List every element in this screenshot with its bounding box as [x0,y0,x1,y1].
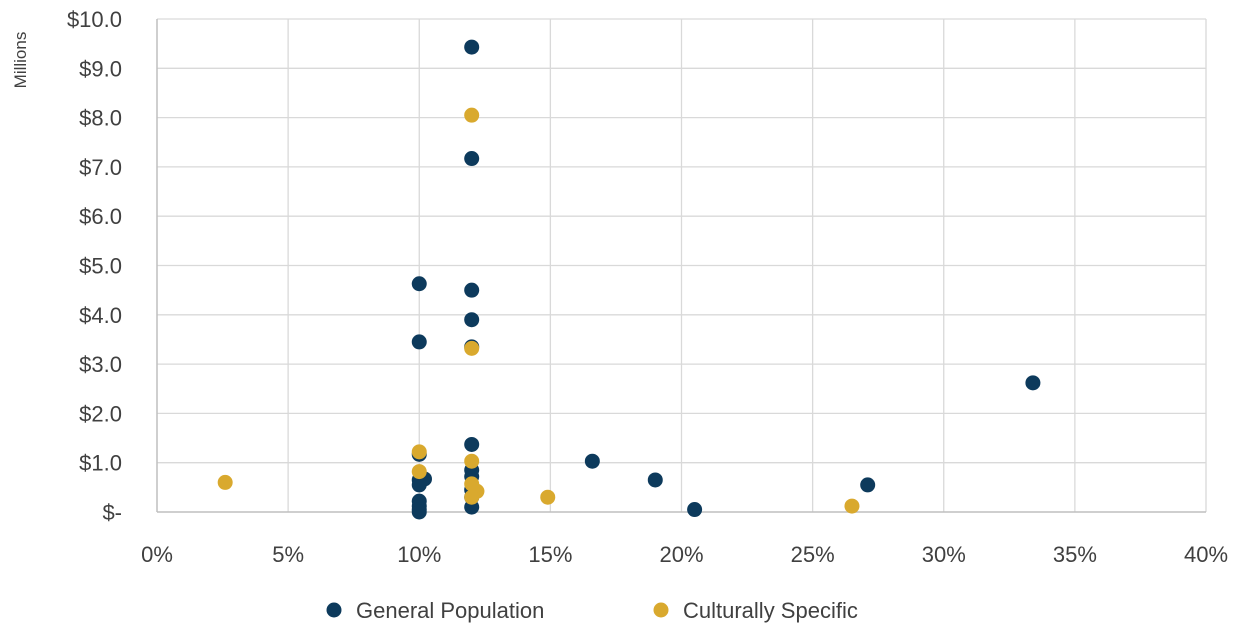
point-general-population [411,276,427,292]
y-tick-label: $5.0 [79,254,122,279]
x-tick-label: 15% [528,542,572,567]
grid-lines [157,18,1207,512]
point-general-population [647,472,663,488]
x-tick-label: 40% [1184,542,1228,567]
legend-item: General Population [326,598,544,623]
y-tick-label: $3.0 [79,352,122,377]
point-general-population [584,453,600,469]
point-culturally-specific [464,107,480,123]
x-tick-label: 10% [397,542,441,567]
point-culturally-specific [540,489,556,505]
point-general-population [464,312,480,328]
legend-marker [653,602,669,618]
point-general-population [687,502,703,518]
point-general-population [860,477,876,493]
point-culturally-specific [411,444,427,460]
legend-label: General Population [356,598,544,623]
y-tick-label: $7.0 [79,155,122,180]
legend-label: Culturally Specific [683,598,858,623]
axes [156,19,1206,513]
tick-labels: $- $1.0 $2.0 $3.0 $4.0 $5.0 $6.0 $7.0 $8.0 $9.0 $1… [67,7,1228,567]
x-tick-label: 5% [272,542,304,567]
data-points [217,39,1041,520]
x-tick-label: 0% [141,542,173,567]
point-culturally-specific [464,489,480,505]
point-general-population [464,436,480,452]
point-culturally-specific [844,498,860,514]
y-tick-label: $1.0 [79,451,122,476]
y-tick-label: $2.0 [79,401,122,426]
legend-marker [326,602,342,618]
point-general-population [464,151,480,167]
x-tick-label: 35% [1053,542,1097,567]
legend: General Population Culturally Specific [326,598,858,623]
point-culturally-specific [217,474,233,490]
y-tick-label: $10.0 [67,7,122,32]
point-general-population [411,334,427,350]
legend-item: Culturally Specific [653,598,858,623]
y-tick-label: $9.0 [79,56,122,81]
point-culturally-specific [464,453,480,469]
x-tick-label: 25% [791,542,835,567]
point-culturally-specific [411,464,427,480]
y-tick-label: $- [102,500,122,525]
point-general-population [1025,375,1041,391]
x-tick-label: 30% [922,542,966,567]
y-units-label: Millions [11,32,30,89]
point-general-population [464,39,480,55]
point-general-population [464,282,480,298]
y-tick-label: $4.0 [79,303,122,328]
y-tick-label: $6.0 [79,204,122,229]
x-tick-label: 20% [659,542,703,567]
point-culturally-specific [464,340,480,356]
point-general-population [411,504,427,520]
point-general-population [411,477,427,493]
y-tick-label: $8.0 [79,106,122,131]
